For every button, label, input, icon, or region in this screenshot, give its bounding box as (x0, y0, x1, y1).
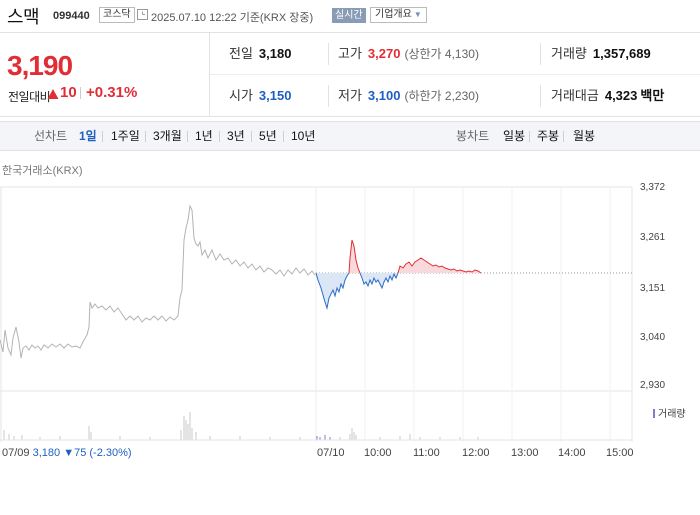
stat-label: 거래량 (551, 46, 587, 61)
tab-1y[interactable]: 1년 (195, 129, 213, 143)
stock-name: 스맥 (7, 7, 40, 27)
stats-row-2: 시가 3,150 저가 3,100 (하한가 2,230) 거래대금 4,323 백만 (210, 75, 700, 117)
up-triangle-icon (47, 89, 59, 99)
line-chart-label: 선차트 (34, 129, 68, 143)
company-overview-label: 기업개요 (375, 9, 412, 20)
x-tick: 07/10 (317, 447, 345, 459)
market-badge: 코스닥 (99, 7, 135, 23)
divider (328, 85, 329, 107)
stat-sub: (하한가 2,230) (404, 89, 479, 103)
stat-value: 3,150 (258, 88, 292, 103)
tab-10y[interactable]: 10년 (291, 129, 316, 143)
current-price: 3,190 (7, 50, 73, 81)
stat-label: 시가 (229, 88, 253, 103)
y-tick: 3,040 (640, 332, 666, 343)
divider (540, 43, 541, 65)
x-tick: 11:00 (413, 447, 440, 459)
divider (328, 43, 329, 65)
stat-label: 고가 (338, 46, 362, 61)
stat-value: 1,357,689 (592, 46, 651, 61)
x-tick: 10:00 (364, 447, 392, 459)
divider (80, 87, 81, 99)
stat-value: 3,270 (367, 46, 401, 61)
prev-day-close: 3,180 (32, 447, 61, 459)
x-tick: 15:00 (606, 447, 634, 459)
stock-code: 099440 (53, 10, 90, 22)
intraday-chart (0, 186, 633, 442)
tab-weekly[interactable]: 주봉 (537, 129, 560, 143)
realtime-badge: 실시간 (332, 8, 366, 23)
stock-stats: 전일 3,180 고가 3,270 (상한가 4,130) 거래량 1,357,689 … (210, 33, 700, 117)
y-tick: 3,372 (640, 182, 666, 193)
x-tick: 12:00 (462, 447, 490, 459)
tab-daily[interactable]: 일봉 (503, 129, 526, 143)
divider (102, 131, 103, 142)
y-tick: 3,151 (640, 283, 666, 294)
caret-down-icon: ▼ (413, 10, 422, 19)
y-tick: 3,261 (640, 232, 666, 243)
stat-sub: (상한가 4,130) (404, 47, 479, 61)
tab-3m[interactable]: 3개월 (153, 129, 182, 143)
stats-row-1: 전일 3,180 고가 3,270 (상한가 4,130) 거래량 1,357,689 (210, 33, 700, 75)
chart-period-tabs: 선차트 1일 1주일 3개월 1년 3년 5년 10년 봉차트 일봉 주봉 월봉 (0, 121, 700, 151)
divider (187, 131, 188, 142)
prev-day-change: ▼75 (-2.30%) (63, 447, 132, 459)
stat-value: 3,100 (367, 88, 401, 103)
x-tick: 14:00 (558, 447, 586, 459)
stat-prev-close: 전일 3,180 (229, 33, 291, 75)
tab-3y[interactable]: 3년 (227, 129, 245, 143)
prev-day-date: 07/09 (2, 447, 30, 459)
stat-unit: 백만 (640, 88, 665, 103)
divider (219, 131, 220, 142)
price-diff: 10 (60, 84, 77, 101)
price-diff-label: 전일대비 (8, 90, 51, 104)
volume-swatch (653, 409, 655, 418)
candle-chart-label: 봉차트 (456, 129, 490, 143)
stock-header: 스맥 099440 코스닥 2025.07.10 12:22 기준(KRX 장중… (0, 0, 700, 33)
tab-5y[interactable]: 5년 (259, 129, 277, 143)
volume-legend-label: 거래량 (658, 409, 686, 420)
tab-1w[interactable]: 1주일 (111, 129, 140, 143)
stat-label: 거래대금 (551, 88, 599, 103)
stat-open: 시가 3,150 (229, 75, 291, 117)
stat-low: 저가 3,100 (하한가 2,230) (338, 75, 479, 117)
stat-value: 3,180 (258, 46, 292, 61)
price-summary: 3,190 전일대비 10 +0.31% (0, 33, 210, 117)
price-rate: +0.31% (86, 84, 138, 101)
divider (145, 131, 146, 142)
divider (540, 85, 541, 107)
divider (283, 131, 284, 142)
stat-value: 4,323 (604, 88, 638, 103)
stat-amount: 거래대금 4,323 백만 (551, 75, 664, 117)
previous-day-info: 07/09 3,180 ▼75 (-2.30%) (2, 447, 132, 459)
divider (563, 131, 564, 142)
x-tick: 13:00 (511, 447, 539, 459)
y-tick: 2,930 (640, 380, 666, 391)
divider (251, 131, 252, 142)
stat-label: 저가 (338, 88, 362, 103)
base-time: 2025.07.10 12:22 기준(KRX 장중) (151, 12, 314, 24)
volume-legend: 거래량 (653, 405, 686, 420)
stat-volume: 거래량 1,357,689 (551, 33, 651, 75)
tab-monthly[interactable]: 월봉 (573, 129, 596, 143)
clock-icon (137, 9, 148, 20)
stat-high: 고가 3,270 (상한가 4,130) (338, 33, 479, 75)
divider (529, 131, 530, 142)
stat-label: 전일 (229, 46, 253, 61)
company-overview-button[interactable]: 기업개요 ▼ (370, 7, 427, 23)
chart-source: 한국거래소(KRX) (2, 165, 83, 177)
tab-1d[interactable]: 1일 (79, 129, 97, 143)
